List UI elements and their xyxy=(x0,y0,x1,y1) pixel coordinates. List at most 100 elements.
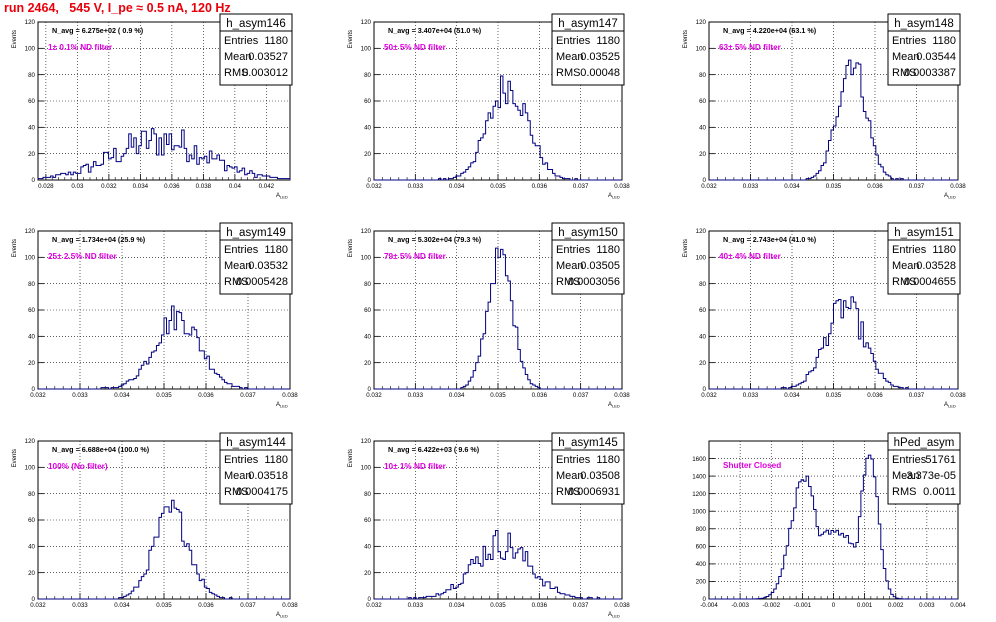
x-tick-label: 0.035 xyxy=(156,602,172,609)
y-axis-title: Events xyxy=(12,239,18,257)
x-tick-label: 0.002 xyxy=(888,602,904,609)
navg-label: N_avg = 3.407e+04 (51.0 %) xyxy=(388,26,482,35)
y-tick-label: 20 xyxy=(364,570,371,577)
x-axis-subscript: LED xyxy=(612,404,620,409)
histogram-panel-h_asym146: 0.028 0.03 0.032 0.034 0.036 0.038 0.04 0.042 0 2… xyxy=(12,13,293,200)
y-tick-label: 80 xyxy=(364,72,371,79)
histogram-line xyxy=(374,247,622,390)
stats-title: h_asym148 xyxy=(894,18,953,30)
x-tick-label: 0.038 xyxy=(950,183,966,190)
x-tick-label: 0.037 xyxy=(240,602,256,609)
y-tick-label: 20 xyxy=(699,151,706,158)
x-tick-label: 0.036 xyxy=(164,183,180,190)
x-axis-subscript: LED xyxy=(612,614,620,619)
stats-title: h_asym146 xyxy=(226,18,285,30)
y-tick-label: 20 xyxy=(28,570,35,577)
stats-box xyxy=(219,432,293,505)
y-tick-label: 200 xyxy=(696,579,707,586)
y-tick-label: 0 xyxy=(32,596,36,603)
stats-label: Mean xyxy=(224,260,252,272)
y-tick-label: 60 xyxy=(364,98,371,105)
y-tick-label: 120 xyxy=(361,228,372,235)
stats-value: 0.0011 xyxy=(923,486,956,498)
stats-value: 1180 xyxy=(932,244,956,256)
filter-label: 40± 4% ND filter xyxy=(719,252,782,261)
histogram-panel-h_asym147: 0.032 0.033 0.034 0.035 0.036 0.037 0.038 0 20 40… xyxy=(348,13,630,200)
stats-label: Entries xyxy=(224,35,259,47)
x-tick-label: 0.035 xyxy=(490,392,506,399)
y-tick-label: 80 xyxy=(28,281,35,288)
y-tick-label: 60 xyxy=(699,307,706,314)
x-axis-title: ALED xyxy=(944,193,956,200)
x-tick-label: 0.032 xyxy=(701,392,717,399)
histogram-line xyxy=(709,454,958,600)
x-tick-label: 0.032 xyxy=(30,392,46,399)
x-tick-label: -0.003 xyxy=(731,602,749,609)
stats-value: 0.03518 xyxy=(248,470,288,482)
stats-label: RMS xyxy=(224,486,248,498)
stats-title: h_asym144 xyxy=(226,437,286,449)
x-tick-label: 0.032 xyxy=(30,602,46,609)
stats-value: 0.0005428 xyxy=(236,276,288,288)
y-tick-label: 100 xyxy=(361,255,372,262)
stats-value: -3.373e-05 xyxy=(903,470,956,482)
stats-value: 51761 xyxy=(925,454,956,466)
y-tick-label: 80 xyxy=(699,281,706,288)
histogram-panel-h_asym144: 0.032 0.033 0.034 0.035 0.036 0.037 0.038 0 20 40… xyxy=(12,432,298,619)
stats-value: 0.03544 xyxy=(916,51,956,63)
y-tick-label: 60 xyxy=(364,307,371,314)
stats-box xyxy=(551,432,625,505)
x-tick-label: 0.038 xyxy=(282,602,298,609)
x-tick-label: 0 xyxy=(832,602,836,609)
y-tick-label: 20 xyxy=(364,151,371,158)
stats-title: hPed_asym xyxy=(894,437,955,449)
y-tick-label: 40 xyxy=(364,544,371,551)
stats-box xyxy=(887,222,961,295)
stats-value: 1180 xyxy=(264,35,288,47)
x-tick-label: 0.036 xyxy=(198,392,214,399)
x-tick-label: 0.036 xyxy=(867,183,883,190)
stats-value: 0.00048 xyxy=(580,67,620,79)
y-tick-label: 40 xyxy=(699,125,706,132)
y-tick-label: 20 xyxy=(28,360,35,367)
stats-value: 1180 xyxy=(596,35,620,47)
y-axis-title: Events xyxy=(348,449,354,467)
stats-label: Mean xyxy=(224,470,252,482)
x-tick-label: 0.034 xyxy=(133,183,149,190)
x-tick-label: 0.037 xyxy=(240,392,256,399)
y-tick-label: 800 xyxy=(696,526,707,533)
stats-label: RMS xyxy=(556,67,580,79)
y-tick-label: 0 xyxy=(368,177,372,184)
stats-value: 0.03528 xyxy=(916,260,956,272)
stats-value: 0.0003056 xyxy=(568,276,620,288)
y-tick-label: 120 xyxy=(25,438,36,445)
x-tick-label: 0.035 xyxy=(490,602,506,609)
x-tick-label: 0.042 xyxy=(259,183,275,190)
y-axis-title: Events xyxy=(683,30,689,48)
filter-label: Shutter Closed xyxy=(723,461,781,470)
stats-value: 1180 xyxy=(932,35,956,47)
filter-label: 25± 2.5% ND filter xyxy=(48,252,117,261)
y-tick-label: 100 xyxy=(361,465,372,472)
stats-label: RMS xyxy=(556,276,580,288)
x-tick-label: 0.034 xyxy=(449,602,465,609)
x-tick-label: 0.033 xyxy=(408,392,424,399)
stats-value: 1180 xyxy=(596,454,620,466)
y-tick-label: 60 xyxy=(28,517,35,524)
x-tick-label: 0.003 xyxy=(919,602,935,609)
x-tick-label: 0.033 xyxy=(408,183,424,190)
x-axis-title: ALED xyxy=(276,193,288,200)
x-tick-label: 0.035 xyxy=(490,183,506,190)
filter-label: 100% (No filter) xyxy=(48,462,108,471)
stats-title: h_asym147 xyxy=(558,18,617,30)
stats-label: Mean xyxy=(892,260,920,272)
y-tick-label: 600 xyxy=(696,544,707,551)
x-axis-title: ALED xyxy=(276,402,288,409)
x-tick-label: -0.004 xyxy=(700,602,718,609)
x-tick-label: 0.036 xyxy=(867,392,883,399)
y-tick-label: 1600 xyxy=(692,456,706,463)
x-axis-subscript: LED xyxy=(280,195,288,200)
stats-label: Entries xyxy=(556,454,591,466)
stats-box xyxy=(887,432,961,505)
